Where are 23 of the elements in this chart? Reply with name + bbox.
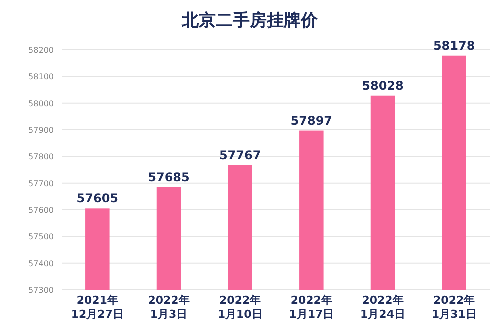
data-label: 58178 xyxy=(433,38,476,53)
y-tick-label: 57300 xyxy=(28,286,54,295)
data-label: 57897 xyxy=(290,114,333,128)
x-tick-label: 2021年 12月27日 xyxy=(71,294,124,321)
chart-title: 北京二手房挂牌价 xyxy=(181,11,319,31)
x-tick-label: 2022年 1月31日 xyxy=(432,294,477,321)
y-tick-label: 58200 xyxy=(28,46,54,55)
y-tick-label: 58100 xyxy=(28,72,54,82)
y-tick-label: 57400 xyxy=(28,259,54,268)
x-tick-label: 2022年 1月3日 xyxy=(148,294,190,321)
y-tick-label: 57600 xyxy=(28,206,54,215)
y-tick-label: 57800 xyxy=(28,152,54,162)
data-label: 57685 xyxy=(148,170,190,184)
x-tick-label: 2022年 1月10日 xyxy=(218,294,263,321)
x-tick-label: 2022年 1月17日 xyxy=(289,294,334,321)
x-tick-label: 2022年 1月24日 xyxy=(360,294,406,321)
y-tick-label: 58000 xyxy=(28,99,54,108)
y-tick-label: 57900 xyxy=(28,126,54,135)
data-label: 57605 xyxy=(76,192,119,206)
data-label: 57767 xyxy=(219,148,262,162)
y-tick-label: 57500 xyxy=(28,232,54,242)
data-label: 58028 xyxy=(362,78,404,93)
y-tick-label: 57700 xyxy=(28,179,54,188)
